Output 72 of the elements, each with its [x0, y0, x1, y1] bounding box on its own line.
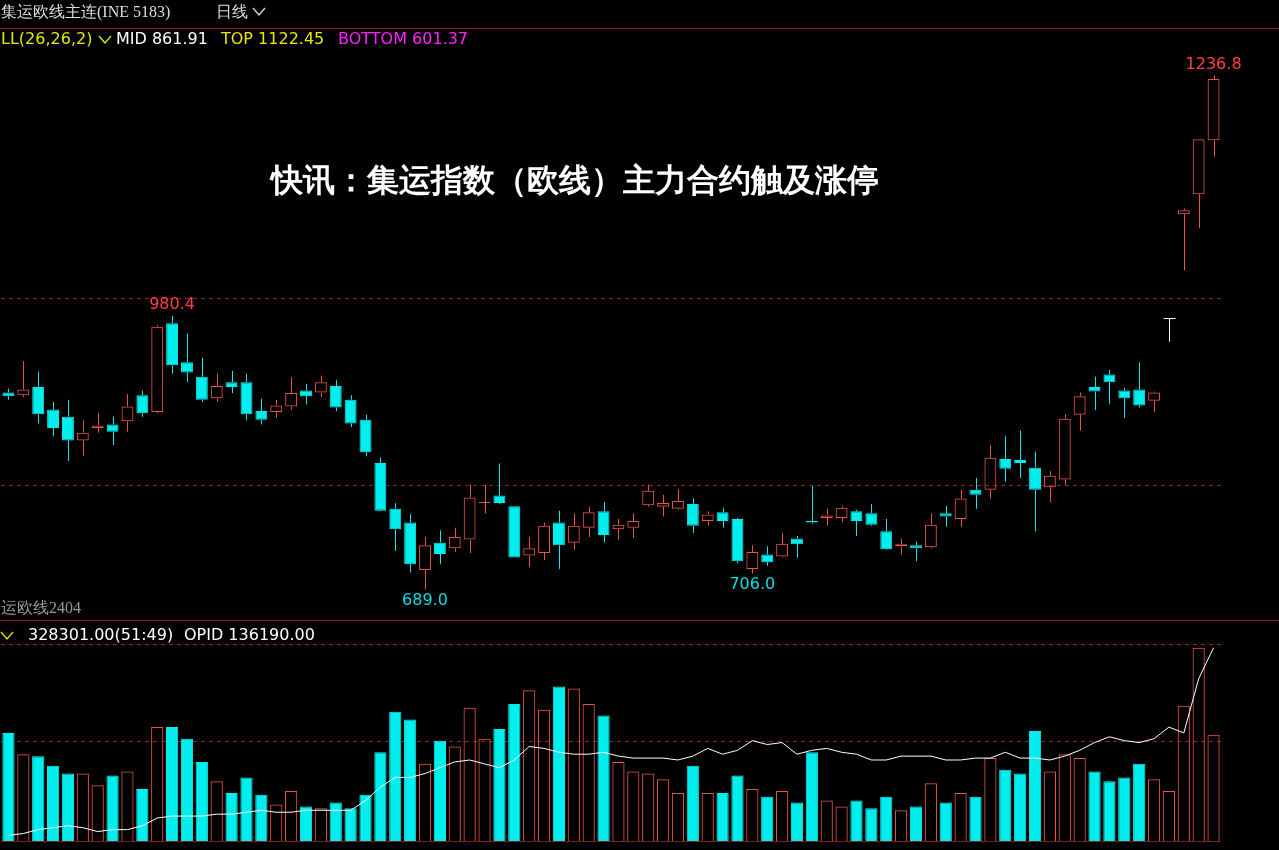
text: MID 861.91 — [116, 29, 208, 49]
candlestick — [686, 497, 699, 534]
candlestick — [359, 414, 372, 457]
candlestick — [329, 379, 342, 412]
text: 日线 — [216, 2, 248, 22]
bar — [1118, 777, 1131, 842]
bar — [865, 808, 878, 842]
bar — [389, 711, 402, 842]
candlestick — [374, 456, 387, 511]
bar — [999, 769, 1012, 842]
candlestick — [62, 399, 74, 462]
candlestick — [1014, 430, 1027, 479]
bar — [761, 796, 774, 842]
annotation: 689.0 — [402, 589, 448, 609]
candlestick — [910, 541, 922, 562]
bar — [1103, 781, 1116, 842]
candlestick — [865, 503, 878, 525]
bar — [359, 794, 372, 842]
annotation: 706.0 — [729, 573, 776, 593]
bar — [1133, 763, 1146, 842]
bar — [880, 796, 893, 842]
bar — [374, 752, 387, 842]
bar — [1028, 730, 1042, 842]
bar — [1088, 771, 1101, 842]
candlestick — [106, 416, 119, 446]
bar — [686, 765, 699, 842]
bar — [909, 806, 923, 842]
candlestick — [761, 545, 774, 567]
candlestick — [478, 484, 491, 514]
bar — [46, 765, 60, 842]
bar — [299, 806, 313, 842]
candlestick — [389, 502, 402, 552]
text: 运欧线2404 — [1, 598, 81, 618]
bar — [1014, 773, 1027, 842]
bar — [166, 727, 179, 842]
bar — [404, 719, 417, 842]
candlestick — [166, 315, 179, 375]
bar — [731, 775, 744, 842]
candlestick — [32, 371, 45, 424]
annotation: 1236.8 — [1185, 53, 1242, 73]
bar — [344, 808, 357, 842]
candlestick — [240, 373, 253, 421]
candlestick — [225, 370, 238, 394]
bar — [939, 802, 952, 842]
text: BOTTOM 601.37 — [338, 29, 469, 49]
bar — [180, 738, 194, 842]
bar — [329, 802, 342, 842]
candlestick — [344, 394, 357, 428]
bar — [790, 802, 804, 842]
text: 快讯：集运指数（欧线）主力合约触及涨停 — [268, 160, 880, 201]
bar — [716, 792, 729, 842]
candlestick — [731, 519, 744, 564]
candlestick — [1029, 451, 1041, 532]
bar — [969, 796, 982, 842]
text: LL(26,26,2) — [1, 29, 93, 49]
text: 328301.00(51:49) — [28, 625, 174, 645]
candlestick — [597, 501, 610, 544]
candlestick — [195, 357, 208, 403]
bar — [805, 752, 818, 842]
bar — [136, 789, 149, 842]
bar — [493, 729, 506, 842]
text: TOP 1122.45 — [221, 29, 325, 49]
candlestick — [1163, 317, 1176, 343]
candlestick — [404, 513, 417, 573]
text: 集运欧线主连(INE 5183) — [1, 2, 171, 22]
candlestick — [939, 505, 952, 528]
bar — [597, 715, 610, 842]
annotation: 980.4 — [149, 294, 195, 314]
candlestick — [552, 510, 565, 570]
candlestick — [1088, 376, 1101, 411]
bar — [240, 777, 253, 842]
text: OPID 136190.00 — [184, 625, 315, 645]
